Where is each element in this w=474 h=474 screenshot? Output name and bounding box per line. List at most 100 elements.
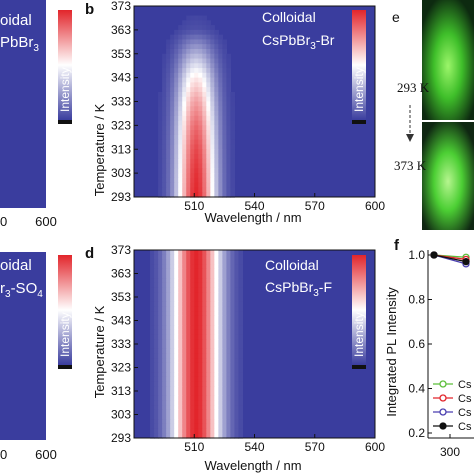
panel-d-cell [154, 344, 159, 350]
panel-b-cell [190, 154, 195, 160]
panel-d-cell [198, 329, 203, 336]
panel-b-cell [222, 173, 227, 179]
panel-d-cell [166, 315, 171, 322]
panel-b-cell [230, 91, 236, 98]
panel-d-cell [234, 362, 240, 369]
panel-d-cell [214, 386, 219, 392]
panel-b-cell [222, 120, 227, 126]
panel-f-xtick-label: 300 [440, 445, 460, 459]
panel-d-cell [170, 306, 175, 312]
panel-b-cell [226, 187, 231, 193]
panel-b-cell [210, 177, 215, 184]
panel-b-cell [210, 101, 215, 107]
panel-b-cell [186, 134, 191, 141]
panel-d-cell [238, 259, 244, 265]
panel-b-cell [210, 115, 215, 122]
panel-b-cell [198, 82, 203, 88]
panel-d-cell [174, 391, 179, 397]
panel-b-cell [230, 177, 236, 184]
panel-d-cell [210, 268, 215, 275]
panel-b-cell [170, 106, 175, 112]
panel-b-cell [194, 130, 199, 136]
panel-d-cell [190, 264, 195, 270]
panel-b-cell [202, 187, 207, 193]
panel-d-cell [198, 264, 203, 270]
panel-d-cell [198, 282, 203, 289]
panel-b-cell [162, 177, 167, 184]
panel-b-cell [174, 177, 179, 184]
panel-b-cell [210, 91, 215, 98]
panel-b-cell [186, 125, 191, 131]
panel-d-cell [198, 362, 203, 369]
panel-d-cell [182, 414, 187, 420]
panel-f-point [430, 251, 438, 259]
panel-d-cell [206, 348, 211, 354]
panel-d-cell [238, 409, 244, 416]
panel-b-cell [202, 158, 207, 165]
panel-b-ytick-label: 373 [111, 0, 131, 13]
panel-d-cell [166, 367, 171, 373]
panel-d-cell [222, 273, 227, 279]
panel-d-cell [166, 376, 171, 383]
panel-b-cell [166, 91, 171, 98]
panel-d-cell [166, 405, 171, 411]
panel-d-cell [170, 348, 175, 354]
panel-d-cell [202, 405, 207, 411]
panel-d-cell [210, 287, 215, 293]
panel-d-cell [194, 362, 199, 369]
panel-b-cell [206, 177, 211, 184]
panel-b-cell [198, 173, 203, 179]
panel-d-cell [214, 419, 219, 425]
panel-b-heatmap-chart: b 510 540 570 60029330331332333334335336337… [85, 0, 385, 225]
panel-d-cell [150, 250, 155, 256]
panel-d-cell [158, 400, 163, 406]
panel-d-cell [238, 329, 244, 336]
panel-b-cell [210, 58, 215, 64]
panel-b-cell [158, 192, 163, 198]
panel-d-cell [202, 278, 207, 284]
panel-d-cell [158, 348, 163, 354]
panel-b-xtick-label: 510 [184, 199, 204, 213]
panel-d-cell [238, 315, 244, 322]
panel-d-cell [206, 273, 211, 279]
panel-b-cell [170, 111, 175, 117]
panel-d-cell [222, 264, 227, 270]
panel-b-cell [206, 115, 211, 122]
panel-d-cell [222, 386, 227, 392]
panel-b-cell [166, 101, 171, 107]
panel-b-cell [174, 58, 179, 64]
panel-b-cell [170, 39, 175, 45]
panel-d-cell [226, 339, 231, 345]
panel-d-cell [210, 278, 215, 284]
panel-b-xtick-label: 540 [244, 199, 264, 213]
panel-d-cell [234, 311, 240, 317]
panel-b-cell [210, 163, 215, 169]
panel-d-cell [218, 301, 223, 307]
panel-d-cell [162, 348, 167, 354]
panel-b-cell [174, 144, 179, 150]
panel-b-cell [230, 125, 236, 131]
panel-d-cell [222, 400, 227, 406]
panel-d-cell [194, 409, 199, 416]
panel-d-cell [198, 297, 203, 303]
panel-d-cell [210, 329, 215, 336]
panel-d-cell [190, 268, 195, 275]
panel-b-cell [186, 149, 191, 155]
panel-d-cell [222, 320, 227, 326]
panel-d-cell [222, 339, 227, 345]
panel-d-cell [166, 278, 171, 284]
panel-d-cell [218, 395, 223, 401]
panel-d-cell [234, 297, 240, 303]
panel-d-cell [210, 334, 215, 340]
panel-b-cell [198, 63, 203, 69]
panel-d-cell [202, 273, 207, 279]
panel-d-cell [190, 311, 195, 317]
panel-d-cell [194, 273, 199, 279]
panel-d-cell [210, 301, 215, 307]
panel-b-cell [202, 72, 207, 79]
panel-d-cell [194, 348, 199, 354]
panel-b-cell [186, 144, 191, 150]
panel-b-cell [178, 173, 183, 179]
panel-b-cell [194, 115, 199, 122]
panel-b-cell [158, 144, 163, 150]
